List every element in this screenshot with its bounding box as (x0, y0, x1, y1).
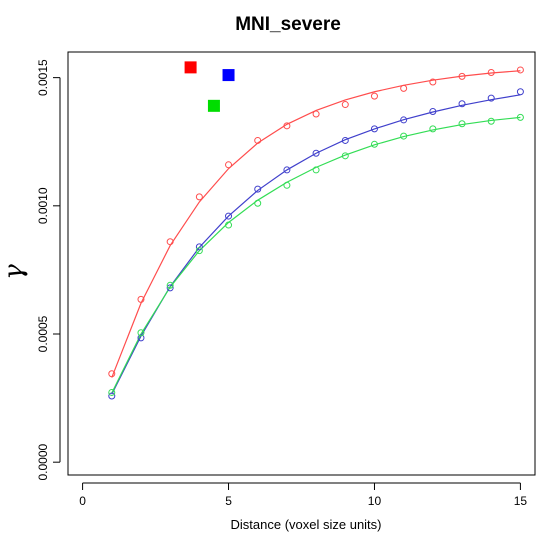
data-point-series-3 (400, 132, 408, 140)
x-tick-label: 15 (514, 494, 528, 508)
data-point-series-2 (516, 88, 524, 96)
data-point-series-2 (400, 116, 408, 124)
legend-square-1 (184, 61, 197, 74)
data-point-series-2 (225, 212, 233, 220)
data-point-series-1 (341, 101, 349, 109)
data-point-series-1 (487, 69, 495, 77)
x-tick-label: 0 (79, 494, 86, 508)
data-point-series-1 (195, 193, 203, 201)
data-point-series-2 (137, 334, 145, 342)
legend-square-3 (207, 99, 220, 112)
data-point-series-3 (458, 120, 466, 128)
data-point-series-1 (370, 92, 378, 100)
data-point-series-3 (283, 181, 291, 189)
data-point-series-1 (400, 84, 408, 92)
y-tick-label: 0.0005 (36, 315, 50, 352)
x-tick-label: 10 (368, 494, 382, 508)
y-tick-label: 0.0000 (36, 444, 50, 481)
x-axis-label: Distance (voxel size units) (231, 517, 382, 532)
fit-line-series-1 (111, 70, 521, 378)
data-point-series-2 (108, 392, 116, 400)
y-axis-label: γ (0, 264, 29, 280)
data-point-series-3 (108, 388, 116, 396)
data-point-series-3 (487, 117, 495, 125)
fit-line-series-3 (111, 116, 521, 394)
chart-title: MNI_severe (235, 14, 341, 35)
data-point-series-1 (254, 136, 262, 144)
data-point-series-3 (254, 199, 262, 207)
data-point-series-2 (312, 149, 320, 157)
data-point-series-3 (312, 166, 320, 174)
data-point-series-2 (283, 166, 291, 174)
data-point-series-3 (195, 247, 203, 255)
data-point-series-2 (370, 125, 378, 133)
y-tick-label: 0.0015 (36, 59, 50, 96)
data-point-series-1 (429, 78, 437, 86)
data-point-series-1 (458, 72, 466, 80)
legend-markers (184, 61, 235, 112)
fit-lines (111, 70, 521, 395)
data-point-series-2 (429, 107, 437, 115)
data-point-series-3 (341, 152, 349, 160)
data-point-series-3 (516, 113, 524, 121)
data-point-series-1 (137, 295, 145, 303)
data-point-series-1 (283, 122, 291, 130)
data-point-series-1 (108, 370, 116, 378)
data-point-series-1 (312, 110, 320, 118)
fit-line-series-2 (111, 94, 521, 395)
data-point-series-3 (225, 221, 233, 229)
data-point-series-2 (487, 94, 495, 102)
data-point-series-1 (166, 238, 174, 246)
data-point-series-2 (166, 284, 174, 292)
data-point-series-3 (137, 329, 145, 337)
data-point-series-3 (166, 281, 174, 289)
data-point-series-1 (225, 161, 233, 169)
legend-square-2 (222, 69, 235, 82)
x-tick-label: 5 (225, 494, 232, 508)
data-point-series-2 (341, 136, 349, 144)
y-tick-label: 0.0010 (36, 187, 50, 224)
data-point-series-2 (195, 243, 203, 251)
axes: 0 5 10 15 0.0000 0.0005 0.0010 0.0015 (36, 59, 527, 508)
data-point-series-2 (458, 100, 466, 108)
data-point-series-3 (429, 125, 437, 133)
data-point-series-1 (516, 66, 524, 74)
data-point-series-3 (370, 140, 378, 148)
data-points (108, 66, 524, 400)
data-point-series-2 (254, 185, 262, 193)
plot-frame (67, 51, 536, 476)
